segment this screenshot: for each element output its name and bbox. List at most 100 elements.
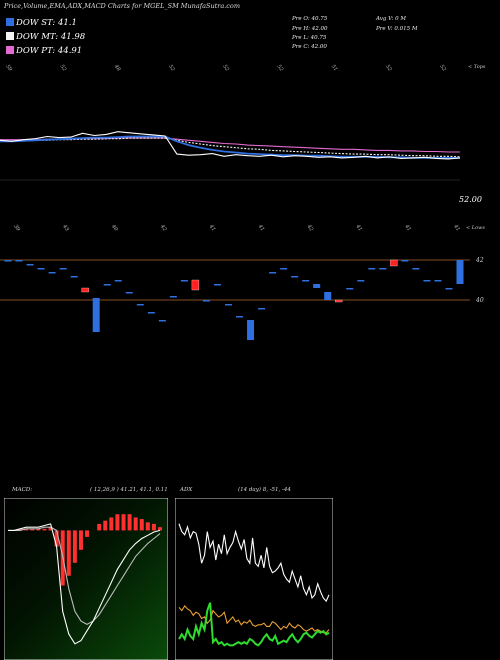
candle-top-ticks: 39 43 40 42 41 41 42 41 41 41: [12, 223, 461, 233]
price-top-ticks: 59 52 48 52 52 52 51 52 52: [4, 63, 447, 73]
candle-levels: 42 40: [0, 257, 484, 304]
candle: [412, 268, 420, 270]
candle: [4, 260, 12, 262]
top-tick-label: 41: [354, 223, 363, 232]
candle-chart: 39 43 40 42 41 41 42 41 41 41 < Lows 42 40: [0, 223, 485, 340]
dow-st-swatch: [6, 18, 14, 26]
top-tick-label: 52: [276, 64, 285, 73]
macd-macd-line: [8, 523, 161, 645]
candle: [423, 280, 431, 282]
top-tick-label: 52: [221, 64, 230, 73]
candle: [368, 268, 376, 270]
candle: [26, 264, 34, 266]
dow-mt-legend: DOW MT: 41.98: [6, 32, 85, 42]
candle: [324, 292, 332, 300]
chart-title: Price,Volume,EMA,ADX,MACD Charts for MGE…: [4, 2, 241, 10]
top-tick-label: 41: [207, 223, 216, 232]
macd-title: MACD:: [12, 487, 33, 493]
candle: [213, 284, 221, 286]
candle: [313, 284, 321, 288]
top-tick-label: 43: [61, 223, 70, 232]
candle: [434, 280, 442, 282]
ema-long-line: [0, 137, 460, 153]
adx-chart: [175, 498, 333, 660]
adx-plot: [178, 523, 330, 647]
candle: [357, 280, 365, 282]
candle: [59, 268, 67, 270]
candle: [445, 288, 453, 290]
candle: [147, 312, 155, 314]
candle: [302, 280, 310, 282]
top-tick-label: 59: [4, 64, 13, 73]
pre-low: Pre L: 40.75: [292, 35, 327, 41]
candle: [346, 288, 354, 290]
level-label-40: 40: [475, 297, 484, 304]
candle: [258, 308, 266, 310]
pre-high: Pre H: 42.00: [292, 26, 328, 32]
pre-open: Pre O: 40.75: [292, 16, 328, 22]
candle: [191, 279, 200, 291]
candle: [114, 280, 122, 282]
top-tick-label: 51: [330, 64, 339, 73]
candle: [280, 268, 288, 270]
candle: [158, 320, 166, 322]
macd-plot: [8, 514, 162, 645]
adx-title: ADX: [180, 487, 193, 493]
tops-label: < Tops: [468, 64, 486, 70]
lows-label: < Lows: [466, 225, 485, 231]
price-ema-chart: 59 52 48 52 52 52 51 52 52 < Tops 52.00: [0, 63, 486, 204]
top-tick-label: 41: [256, 223, 265, 232]
top-tick-label: 42: [305, 223, 314, 232]
top-tick-label: 52: [59, 64, 68, 73]
candle: [15, 260, 23, 262]
candle: [236, 316, 244, 318]
candles: [4, 259, 464, 340]
candle: [92, 298, 100, 332]
candle: [335, 299, 343, 303]
price-lines: [0, 131, 461, 160]
top-tick-label: 48: [112, 63, 121, 72]
candle: [70, 276, 78, 278]
top-tick-label: 52: [167, 64, 176, 73]
candle: [136, 304, 144, 306]
pre-close: Pre C: 42.00: [292, 44, 327, 50]
adx-adx-line: [178, 523, 330, 603]
top-tick-label: 39: [12, 224, 21, 233]
top-tick-label: 41: [452, 223, 461, 232]
top-tick-label: 41: [403, 223, 412, 232]
last-price-label: 52.00: [459, 195, 482, 204]
candle: [291, 276, 299, 278]
dow-st-legend: DOW ST: 41.1: [6, 18, 77, 28]
candle: [202, 300, 210, 302]
candle: [81, 287, 89, 293]
candle: [224, 304, 232, 306]
ema-mid-line: [0, 137, 461, 158]
candle: [247, 320, 255, 340]
adx-di-minus-line: [178, 602, 330, 647]
level-label-42: 42: [475, 257, 484, 264]
dow-pt-swatch: [6, 46, 14, 54]
candle: [379, 268, 387, 270]
macd-chart: [4, 498, 168, 660]
candle: [456, 260, 464, 284]
dow-pt-legend: DOW PT: 44.91: [6, 46, 82, 56]
candle: [390, 259, 398, 267]
top-tick-label: 42: [158, 223, 167, 232]
dow-mt-swatch: [6, 32, 14, 40]
candle: [125, 292, 133, 294]
candle: [48, 272, 56, 274]
candle: [37, 268, 45, 270]
avg-volume: Avg V: 0 M: [376, 16, 407, 22]
candle: [269, 272, 277, 274]
top-tick-label: 40: [110, 223, 120, 233]
top-tick-label: 52: [438, 64, 447, 73]
candle: [169, 296, 177, 298]
candle: [103, 284, 111, 286]
adx-di-plus-line: [178, 604, 330, 634]
top-tick-label: 52: [384, 64, 393, 73]
price-line: [0, 131, 461, 160]
macd-params: ( 12,26,9 ) 41.21, 41.1, 0.11: [90, 487, 168, 493]
candle: [401, 260, 409, 262]
macd-signal-line: [8, 526, 161, 626]
candle: [180, 280, 188, 282]
